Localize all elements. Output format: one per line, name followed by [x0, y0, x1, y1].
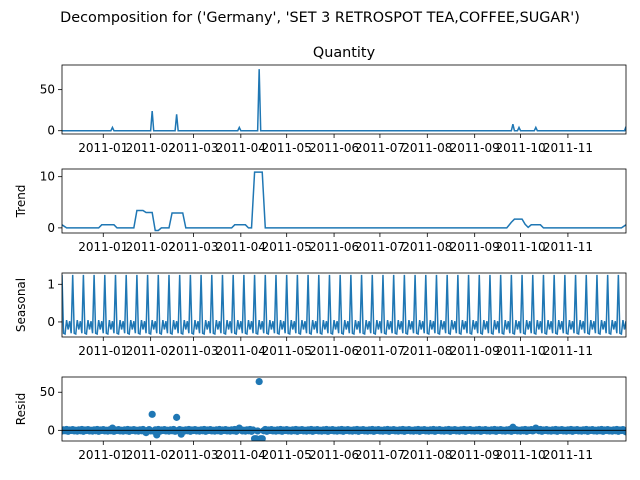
x-tick-label: 2011-02: [126, 141, 176, 155]
x-tick-label: 2011-05: [262, 344, 312, 358]
x-tick-label: 2011-01: [78, 141, 128, 155]
x-tick-label: 2011-03: [168, 240, 218, 254]
x-tick-label: 2011-08: [402, 344, 452, 358]
series-group: [62, 69, 626, 132]
resid-point: [254, 427, 262, 435]
x-tick-label: 2011-05: [262, 240, 312, 254]
series-group: [62, 274, 626, 336]
x-tick-label: 2011-10: [495, 141, 545, 155]
y-tick-label: 1: [47, 277, 55, 291]
axes-frame: [61, 168, 627, 234]
seasonal-line: [62, 274, 626, 336]
figure-suptitle: Decomposition for ('Germany', 'SET 3 RET…: [60, 10, 580, 26]
x-tick-label: 2011-04: [216, 240, 266, 254]
y-axis-label: Seasonal: [14, 278, 28, 332]
x-tick-label: 2011-01: [78, 344, 128, 358]
panel-3: Seasonal 012011-012011-022011-032011-0420…: [14, 272, 627, 358]
panel-title: Quantity: [313, 45, 376, 61]
y-tick-label: 50: [40, 385, 55, 399]
axes-frame: [61, 272, 627, 338]
x-tick-label: 2011-11: [543, 448, 593, 462]
series-group: [62, 377, 626, 441]
resid-point: [255, 377, 263, 386]
y-axis-label: Resid: [14, 393, 28, 425]
resid-point: [173, 413, 181, 421]
x-tick-label: 2011-02: [126, 240, 176, 254]
x-tick-label: 2011-07: [355, 141, 405, 155]
y-tick-label: 0: [47, 423, 55, 437]
x-tick-label: 2011-01: [78, 240, 128, 254]
x-tick-label: 2011-04: [216, 141, 266, 155]
axes-frame: [61, 64, 627, 135]
x-tick-label: 2011-11: [543, 240, 593, 254]
x-tick-label: 2011-03: [168, 344, 218, 358]
x-tick-label: 2011-10: [495, 448, 545, 462]
series-group: [62, 171, 626, 232]
x-tick-label: 2011-06: [309, 448, 359, 462]
x-tick-label: 2011-11: [543, 141, 593, 155]
y-tick-label: 50: [40, 83, 55, 97]
x-tick-label: 2011-04: [216, 448, 266, 462]
resid-point: [258, 435, 266, 441]
x-tick-label: 2011-07: [355, 344, 405, 358]
y-tick-label: 0: [47, 315, 55, 329]
resid-point: [148, 410, 156, 418]
panel-2: Trend0102011-012011-022011-032011-042011…: [14, 168, 627, 254]
x-tick-label: 2011-04: [216, 344, 266, 358]
x-tick-label: 2011-06: [309, 344, 359, 358]
axes-frame: [61, 376, 627, 442]
y-tick-label: 0: [47, 221, 55, 235]
panel-4: Resid0502011-012011-022011-032011-042011…: [14, 376, 627, 462]
x-tick-label: 2011-09: [450, 344, 500, 358]
x-tick-label: 2011-11: [543, 344, 593, 358]
panel-1: Quantity0502011-012011-022011-032011-042…: [40, 45, 627, 155]
x-tick-label: 2011-08: [402, 240, 452, 254]
quantity-line: [62, 69, 626, 132]
y-tick-label: 0: [47, 124, 55, 138]
x-tick-label: 2011-05: [262, 141, 312, 155]
x-tick-label: 2011-09: [450, 141, 500, 155]
x-tick-label: 2011-03: [168, 141, 218, 155]
x-tick-label: 2011-10: [495, 240, 545, 254]
x-tick-label: 2011-09: [450, 448, 500, 462]
x-tick-label: 2011-06: [309, 141, 359, 155]
x-tick-label: 2011-07: [355, 240, 405, 254]
x-tick-label: 2011-06: [309, 240, 359, 254]
y-axis-label: Trend: [14, 185, 28, 219]
y-tick-label: 10: [40, 170, 55, 184]
trend-line: [62, 171, 626, 232]
x-tick-label: 2011-01: [78, 448, 128, 462]
x-tick-label: 2011-08: [402, 448, 452, 462]
x-tick-label: 2011-02: [126, 344, 176, 358]
x-tick-label: 2011-10: [495, 344, 545, 358]
x-tick-label: 2011-03: [168, 448, 218, 462]
x-tick-label: 2011-09: [450, 240, 500, 254]
x-tick-label: 2011-05: [262, 448, 312, 462]
x-tick-label: 2011-02: [126, 448, 176, 462]
x-tick-label: 2011-08: [402, 141, 452, 155]
x-tick-label: 2011-07: [355, 448, 405, 462]
